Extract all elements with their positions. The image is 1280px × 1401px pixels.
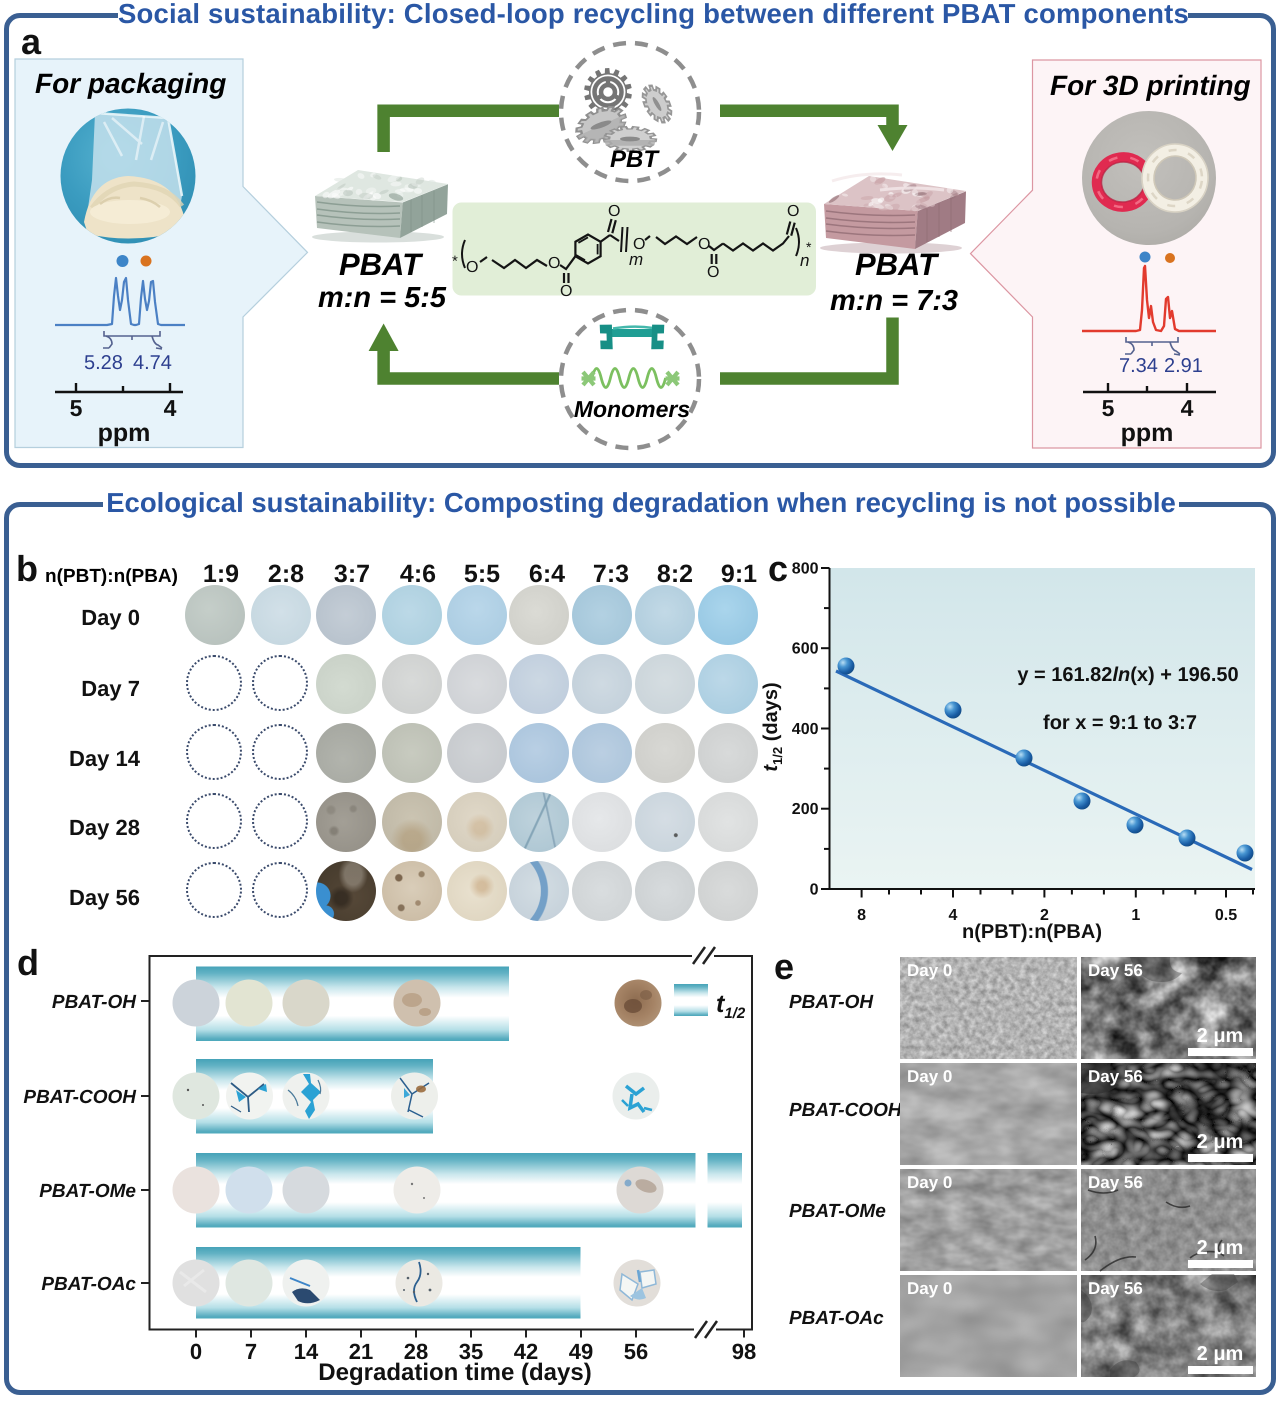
svg-text:*: * <box>452 253 458 270</box>
svg-text:PBT: PBT <box>610 146 660 173</box>
svg-text:800: 800 <box>792 561 819 578</box>
svg-text:O: O <box>787 203 799 220</box>
svg-text:PBAT-OMe: PBAT-OMe <box>39 1181 136 1202</box>
svg-text:for x = 9:1 to 3:7: for x = 9:1 to 3:7 <box>1043 712 1197 734</box>
svg-text:y = 161.82ln(x) + 196.50: y = 161.82ln(x) + 196.50 <box>1017 664 1238 686</box>
svg-text:28: 28 <box>404 1339 428 1364</box>
svg-text:1: 1 <box>1131 907 1140 924</box>
svg-text:200: 200 <box>792 801 819 818</box>
svg-text:PBAT-OH: PBAT-OH <box>52 992 137 1013</box>
svg-text:t1/2 (days): t1/2 (days) <box>760 682 785 771</box>
svg-text:5: 5 <box>1102 395 1115 421</box>
svg-text:ppm: ppm <box>1121 419 1174 447</box>
svg-text:56: 56 <box>624 1339 648 1364</box>
svg-text:Day 0: Day 0 <box>907 1279 952 1298</box>
svg-text:2 μm: 2 μm <box>1197 1131 1244 1153</box>
svg-text:O: O <box>466 259 478 276</box>
svg-text:49: 49 <box>569 1339 593 1364</box>
svg-text:0.5: 0.5 <box>1215 907 1237 924</box>
svg-text:ppm: ppm <box>98 419 151 447</box>
svg-text:PBAT-COOH: PBAT-COOH <box>23 1087 137 1108</box>
svg-text:n(PBT):n(PBA): n(PBT):n(PBA) <box>962 921 1102 943</box>
svg-text:Degradation time (days): Degradation time (days) <box>318 1359 591 1386</box>
svg-text:5: 5 <box>70 395 83 421</box>
svg-text:42: 42 <box>514 1339 538 1364</box>
svg-text:O: O <box>548 255 560 272</box>
svg-text:4: 4 <box>949 907 958 924</box>
svg-text:Day 56: Day 56 <box>1088 961 1143 980</box>
svg-text:m:n = 7:3: m:n = 7:3 <box>830 285 958 317</box>
svg-text:14: 14 <box>294 1339 319 1364</box>
svg-text:4: 4 <box>164 395 177 421</box>
svg-text:Monomers: Monomers <box>574 396 690 422</box>
svg-text:4.74: 4.74 <box>133 352 172 374</box>
svg-text:Day 0: Day 0 <box>907 961 952 980</box>
svg-text:2 μm: 2 μm <box>1197 1237 1244 1259</box>
svg-text:2 μm: 2 μm <box>1197 1343 1244 1365</box>
svg-text:7.34: 7.34 <box>1119 355 1158 377</box>
svg-text:7: 7 <box>245 1339 257 1364</box>
svg-text:Day 0: Day 0 <box>907 1067 952 1086</box>
svg-text:600: 600 <box>792 641 819 658</box>
svg-text:2.91: 2.91 <box>1164 355 1203 377</box>
svg-text:5.28: 5.28 <box>84 352 123 374</box>
svg-text:8: 8 <box>857 907 866 924</box>
svg-text:98: 98 <box>732 1339 756 1364</box>
svg-text:Day 56: Day 56 <box>1088 1067 1143 1086</box>
svg-text:m:n = 5:5: m:n = 5:5 <box>318 282 447 314</box>
svg-text:n: n <box>800 251 809 270</box>
svg-text:O: O <box>560 283 572 300</box>
svg-text:0: 0 <box>190 1339 202 1364</box>
svg-text:O: O <box>608 203 620 220</box>
svg-text:For packaging: For packaging <box>35 68 226 99</box>
svg-text:Day 56: Day 56 <box>1088 1173 1143 1192</box>
svg-text:4: 4 <box>1181 395 1194 421</box>
svg-text:0: 0 <box>810 882 819 899</box>
svg-text:Day 56: Day 56 <box>1088 1279 1143 1298</box>
svg-text:O: O <box>633 236 645 253</box>
svg-text:Day 0: Day 0 <box>907 1173 952 1192</box>
svg-text:O: O <box>707 264 719 281</box>
svg-text:PBAT: PBAT <box>339 247 424 282</box>
svg-text:2: 2 <box>1040 907 1049 924</box>
svg-text:PBAT: PBAT <box>855 247 940 282</box>
svg-text:O: O <box>698 236 710 253</box>
svg-text:PBAT-OAc: PBAT-OAc <box>41 1274 136 1295</box>
svg-text:m: m <box>629 250 643 269</box>
svg-text:21: 21 <box>349 1339 373 1364</box>
svg-text:2 μm: 2 μm <box>1197 1025 1244 1047</box>
svg-text:For 3D printing: For 3D printing <box>1050 70 1251 101</box>
svg-text:400: 400 <box>792 721 819 738</box>
svg-text:35: 35 <box>459 1339 483 1364</box>
svg-text:*: * <box>806 239 812 255</box>
